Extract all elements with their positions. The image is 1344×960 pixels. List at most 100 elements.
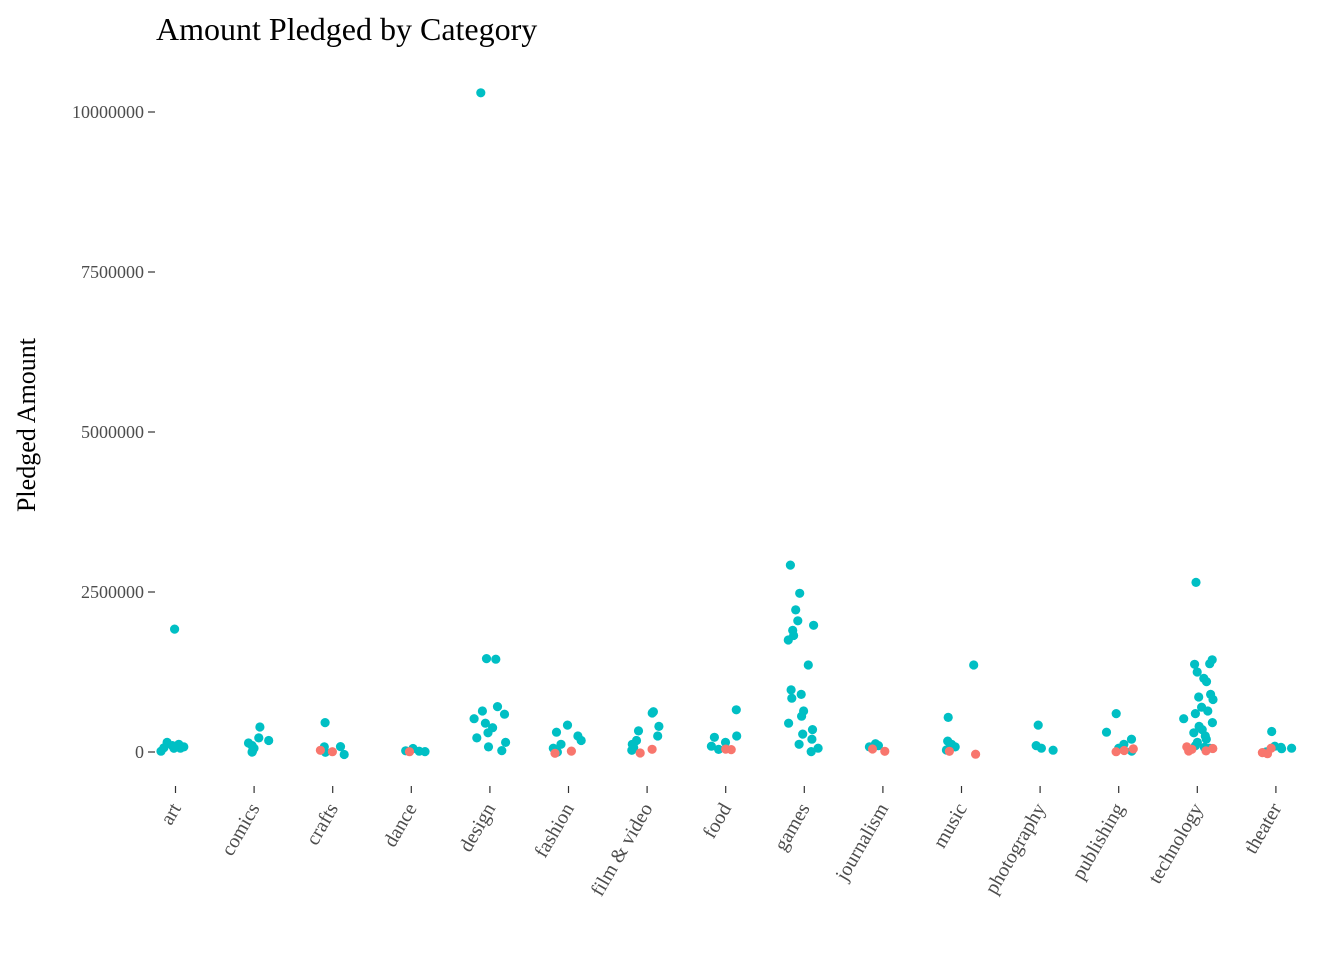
x-tick-label: food [699,800,736,843]
data-point [1033,720,1043,730]
data-point [566,746,577,756]
x-tick-label: journalism [831,799,894,885]
data-point [477,706,487,716]
data-point [499,709,510,719]
data-point [562,720,573,730]
y-tick-label: 10000000 [72,102,144,122]
data-point [797,711,807,721]
data-point [264,735,274,746]
data-point [794,739,804,749]
x-tick-label: publishing [1068,800,1129,884]
data-point [483,728,493,738]
data-point [1207,718,1217,728]
x-tick-label: comics [217,799,264,859]
x-tick-label: crafts [302,799,343,849]
data-point [1187,744,1197,754]
y-tick-label: 7500000 [81,262,144,282]
data-point [627,745,637,755]
data-point [483,742,494,752]
data-point [654,721,664,732]
data-point [806,747,816,757]
data-point [880,746,890,756]
data-point [1190,709,1200,719]
data-point [809,620,819,630]
data-point [1267,726,1277,737]
data-point [1190,659,1200,669]
y-tick-label: 0 [135,742,144,762]
y-axis: 0 2500000 5000000 7500000 10000000 [72,102,155,762]
data-point [943,712,953,723]
data-point [791,605,801,615]
chart-title: Amount Pledged by Category [156,11,537,47]
x-tick-label: photography [981,800,1051,899]
data-point [1192,667,1202,677]
data-point [576,735,586,746]
data-point [969,660,979,670]
x-tick-label: film & video [587,800,658,900]
data-point [1126,734,1137,744]
x-tick-label: design [455,800,500,856]
data-point [315,745,325,755]
data-point [247,746,258,756]
data-point [635,748,645,758]
data-point [1189,728,1199,738]
data-point [726,745,736,755]
data-point [1201,746,1211,756]
data-point [1191,577,1201,588]
data-point [481,654,492,664]
data-point [647,708,657,718]
data-point [783,635,793,645]
data-point [1203,706,1213,716]
y-axis-title: Pledged Amount [12,337,41,512]
data-point [491,654,501,664]
data-point [796,689,806,700]
x-tick-label: games [770,799,815,854]
data-point [1111,709,1121,719]
series-teal-points [156,88,1297,760]
data-point [335,742,346,752]
x-axis: art comics crafts dance design fashion film & … [156,786,1286,900]
data-point [551,727,562,737]
data-point [1101,727,1112,737]
data-point [1208,694,1218,705]
data-point [798,729,808,739]
data-point [784,718,794,728]
y-tick-label: 2500000 [81,582,144,602]
data-point [732,731,742,741]
data-point [714,744,724,755]
data-point [1287,743,1297,753]
data-point [255,722,265,732]
data-point [803,660,813,670]
data-point [1205,659,1215,669]
x-tick-label: fashion [530,800,578,862]
data-point [787,693,797,703]
data-point [170,624,180,634]
data-point [944,746,955,756]
data-point [1201,734,1211,744]
data-point [795,588,805,598]
x-tick-label: art [156,799,186,829]
data-point [175,743,185,753]
data-point [404,747,415,757]
data-point [469,714,479,724]
x-tick-label: technology [1144,800,1207,888]
data-point [1119,745,1129,756]
data-point [169,743,179,753]
data-point [550,748,560,758]
data-point [786,685,796,695]
data-point [501,737,511,748]
data-point [720,737,731,748]
data-point [785,560,796,570]
data-point [1277,744,1287,754]
data-point [1036,743,1046,753]
data-point [793,616,803,626]
data-point [1201,677,1212,687]
y-tick-label: 5000000 [81,422,144,442]
data-point [497,746,507,756]
data-point [633,726,644,736]
x-tick-label: dance [379,799,421,850]
data-point [1048,745,1058,755]
data-point [709,732,720,742]
data-point [1179,714,1189,724]
